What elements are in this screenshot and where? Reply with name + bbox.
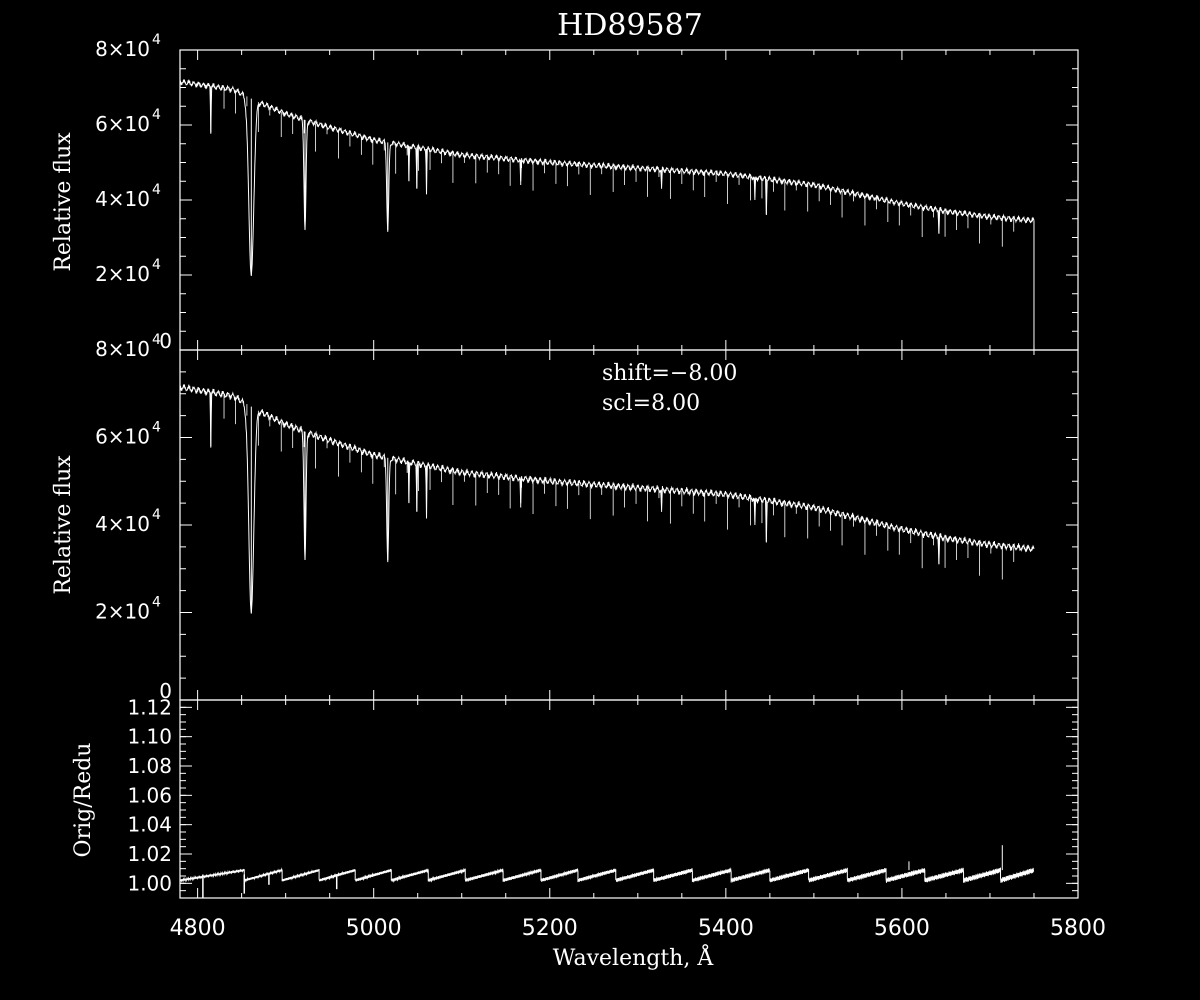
ratio-line [179, 867, 1035, 883]
y-tick-label: 1.02 [127, 842, 172, 866]
panel3-frame [179, 699, 1079, 899]
panel1-frame [179, 49, 1079, 351]
y-tick-exponent: 4 [152, 332, 161, 348]
y-tick-label: 6×10 [95, 425, 150, 449]
x-tick-label: 5200 [522, 916, 578, 941]
y-tick-exponent: 4 [152, 420, 161, 436]
y-tick-label: 8×10 [95, 37, 150, 61]
y-tick-label: 1.06 [127, 783, 172, 807]
y-tick-label: 6×10 [95, 112, 150, 136]
y-tick-exponent: 4 [152, 257, 161, 273]
y-tick-label: 1.04 [127, 813, 172, 837]
y-tick-label: 1.10 [127, 725, 172, 749]
x-tick-label: 5000 [346, 916, 402, 941]
x-tick-label: 5400 [698, 916, 754, 941]
x-tick-label: 4800 [170, 916, 226, 941]
plot-panels: 02×10 44×10 46×10 48×10 402×10 44×10 46×10 48×1… [95, 32, 1106, 941]
y-tick-exponent: 4 [152, 507, 161, 523]
panel1-ylabel: Relative flux [51, 132, 76, 272]
scl-annotation: scl=8.00 [602, 391, 700, 416]
y-tick-exponent: 4 [152, 182, 161, 198]
panel2-spectrum-line [179, 384, 1035, 614]
y-tick-label: 1.12 [127, 695, 172, 719]
y-tick-label: 2×10 [95, 600, 150, 624]
panel1-spectrum-line [179, 79, 1035, 276]
panel2-ylabel: Relative flux [51, 455, 76, 595]
x-axis-label: Wavelength, Å [553, 943, 715, 971]
panel3-ylabel: Orig/Redu [71, 743, 96, 858]
y-tick-exponent: 4 [152, 595, 161, 611]
chart-title: HD89587 [557, 8, 703, 43]
y-tick-label: 4×10 [95, 187, 150, 211]
y-tick-exponent: 4 [152, 107, 161, 123]
shift-annotation: shift=−8.00 [602, 361, 737, 386]
y-tick-exponent: 4 [152, 32, 161, 48]
y-tick-label: 8×10 [95, 337, 150, 361]
x-tick-label: 5600 [874, 916, 930, 941]
y-tick-label: 1.08 [127, 754, 172, 778]
y-tick-label: 1.00 [127, 871, 172, 895]
x-tick-label: 5800 [1050, 916, 1106, 941]
y-tick-label: 4×10 [95, 512, 150, 536]
y-tick-label: 0 [159, 679, 172, 703]
y-tick-label: 2×10 [95, 262, 150, 286]
y-tick-label: 0 [159, 329, 172, 353]
